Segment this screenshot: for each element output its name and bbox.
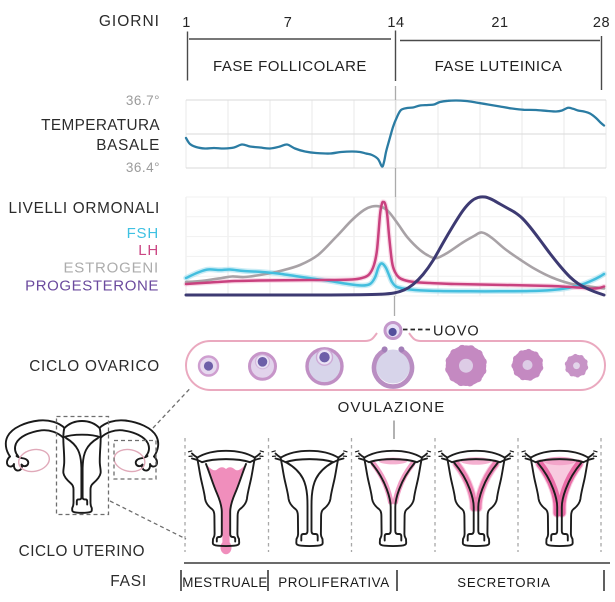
svg-text:TEMPERATURA: TEMPERATURA — [41, 117, 160, 134]
svg-text:GIORNI: GIORNI — [99, 13, 160, 30]
svg-text:FSH: FSH — [127, 225, 159, 242]
svg-text:14: 14 — [387, 15, 404, 31]
svg-text:21: 21 — [491, 15, 508, 31]
svg-text:36.7°: 36.7° — [126, 93, 160, 108]
svg-text:1: 1 — [182, 15, 191, 31]
svg-text:OVULAZIONE: OVULAZIONE — [338, 399, 446, 416]
svg-text:PROGESTERONE: PROGESTERONE — [25, 278, 159, 295]
svg-text:FASI: FASI — [110, 573, 147, 590]
svg-text:LH: LH — [138, 242, 159, 259]
svg-text:FASE LUTEINICA: FASE LUTEINICA — [435, 58, 563, 75]
svg-text:UOVO: UOVO — [433, 324, 480, 340]
svg-text:36.4°: 36.4° — [126, 160, 160, 175]
svg-text:LIVELLI ORMONALI: LIVELLI ORMONALI — [9, 200, 160, 217]
svg-text:CICLO OVARICO: CICLO OVARICO — [29, 358, 160, 375]
svg-text:FASE FOLLICOLARE: FASE FOLLICOLARE — [213, 58, 367, 75]
svg-text:CICLO UTERINO: CICLO UTERINO — [19, 543, 145, 560]
svg-text:7: 7 — [284, 15, 293, 31]
svg-text:ESTROGENI: ESTROGENI — [63, 260, 159, 277]
svg-text:BASALE: BASALE — [96, 137, 160, 154]
svg-text:SECRETORIA: SECRETORIA — [457, 575, 551, 590]
svg-text:28: 28 — [593, 15, 610, 31]
svg-text:MESTRUALE: MESTRUALE — [182, 575, 267, 590]
svg-text:PROLIFERATIVA: PROLIFERATIVA — [278, 575, 389, 590]
